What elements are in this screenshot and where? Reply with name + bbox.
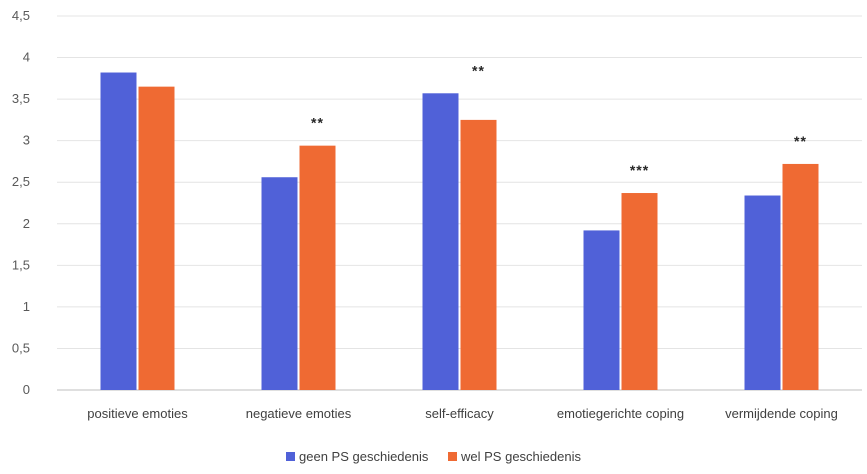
bar-series-1: [100, 72, 137, 390]
legend-label-series-1: geen PS geschiedenis: [299, 449, 429, 464]
bar-series-2: [621, 193, 658, 390]
category-label: negatieve emoties: [246, 406, 352, 421]
legend-item-series-2: wel PS geschiedenis: [448, 449, 581, 464]
category-labels: positieve emoties negatieve emoties self-e…: [87, 406, 838, 421]
y-tick-label: 0,5: [12, 340, 30, 355]
bar-series-1: [422, 93, 459, 390]
legend: geen PS geschiedenis wel PS geschiedenis: [0, 449, 867, 464]
y-axis-tick-labels: 0 0,5 1 1,5 2 2,5 3 3,5 4 4,5: [12, 8, 30, 397]
legend-label-series-2: wel PS geschiedenis: [461, 449, 581, 464]
y-tick-label: 1: [23, 299, 30, 314]
category-label: self-efficacy: [425, 406, 494, 421]
legend-item-series-1: geen PS geschiedenis: [286, 449, 428, 464]
significance-markers: *********: [311, 62, 807, 178]
bar-series-1: [583, 230, 620, 390]
significance-marker: **: [472, 62, 485, 78]
y-tick-label: 3,5: [12, 91, 30, 106]
bar-series-2: [299, 145, 336, 390]
legend-swatch-series-1: [286, 452, 296, 461]
bar-series-1: [744, 195, 781, 390]
y-tick-label: 2: [23, 216, 30, 231]
category-label: positieve emoties: [87, 406, 188, 421]
y-tick-label: 0: [23, 382, 30, 397]
y-tick-label: 3: [23, 133, 30, 148]
legend-swatch-series-2: [448, 452, 458, 461]
bars: [100, 72, 819, 391]
bar-series-2: [460, 119, 497, 390]
y-tick-label: 4,5: [12, 8, 30, 23]
category-label: emotiegerichte coping: [557, 406, 684, 421]
gridlines: [57, 15, 862, 391]
category-label: vermijdende coping: [725, 406, 838, 421]
significance-marker: **: [794, 133, 807, 149]
y-tick-label: 2,5: [12, 174, 30, 189]
significance-marker: ***: [630, 162, 649, 178]
bar-series-1: [261, 177, 298, 390]
bar-series-2: [782, 163, 819, 390]
significance-marker: **: [311, 115, 324, 131]
y-tick-label: 1,5: [12, 257, 30, 272]
y-tick-label: 4: [23, 50, 30, 65]
bar-series-2: [138, 86, 175, 391]
